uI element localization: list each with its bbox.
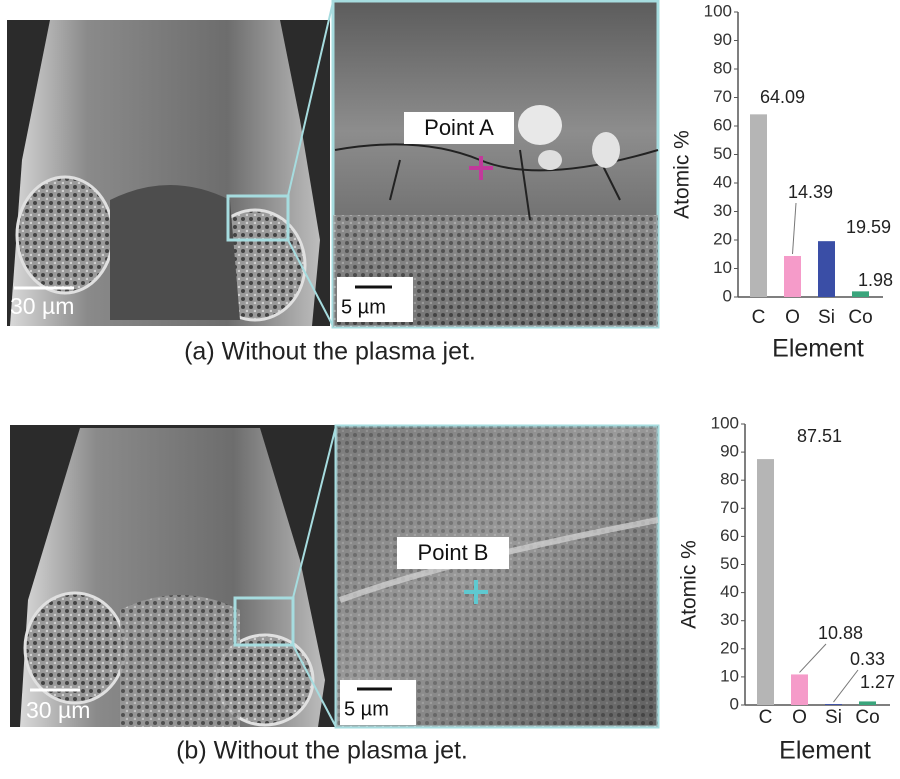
y-tick-label: 10 xyxy=(713,258,732,277)
value-label: 64.09 xyxy=(760,87,805,107)
y-tick-label: 30 xyxy=(713,201,732,220)
y-tick-label: 50 xyxy=(713,144,732,163)
y-tick-label: 70 xyxy=(720,498,739,517)
y-tick-label: 40 xyxy=(713,172,732,191)
bar xyxy=(852,291,869,297)
caption: (b) Without the plasma jet. xyxy=(176,737,468,765)
y-tick-label: 20 xyxy=(713,229,732,248)
value-label: 1.27 xyxy=(860,672,895,692)
y-tick-label: 60 xyxy=(720,526,739,545)
x-tick-label: C xyxy=(759,707,773,728)
scale-label: 5 µm xyxy=(344,698,389,720)
sem-zoom-b: Point B 5 µm xyxy=(334,424,660,729)
x-tick-label: O xyxy=(785,307,800,328)
bar xyxy=(818,241,835,297)
y-tick-label: 60 xyxy=(713,115,732,134)
y-tick-label: 100 xyxy=(704,1,732,20)
y-axis-title: Atomic % xyxy=(678,540,701,629)
x-tick-label: Si xyxy=(825,707,842,728)
bar xyxy=(791,674,808,705)
x-tick-label: Si xyxy=(818,307,835,328)
y-axis-title: Atomic % xyxy=(671,130,694,219)
y-tick-label: 0 xyxy=(723,286,732,305)
value-label: 0.33 xyxy=(850,649,885,669)
bar xyxy=(825,704,842,705)
y-tick-label: 80 xyxy=(713,58,732,77)
value-label: 14.39 xyxy=(788,182,833,202)
bar xyxy=(750,114,767,297)
y-tick-label: 0 xyxy=(730,694,739,713)
y-tick-label: 90 xyxy=(713,30,732,49)
x-tick-label: C xyxy=(752,307,766,328)
scale-label: 30 µm xyxy=(10,293,74,319)
x-axis-title: Element xyxy=(772,335,864,363)
y-tick-label: 70 xyxy=(713,87,732,106)
value-label: 10.88 xyxy=(818,623,863,643)
y-tick-label: 100 xyxy=(711,413,739,432)
value-label: 1.98 xyxy=(858,270,893,290)
leader-line xyxy=(792,202,797,255)
y-tick-label: 10 xyxy=(720,666,739,685)
x-tick-label: Co xyxy=(848,307,872,328)
point-label: Point A xyxy=(424,115,494,140)
bar xyxy=(784,255,801,297)
value-label: 19.59 xyxy=(846,217,891,237)
sem-overview-a: 30 µm xyxy=(7,1,334,327)
x-tick-label: Co xyxy=(855,707,879,728)
caption: (a) Without the plasma jet. xyxy=(184,338,476,366)
y-tick-label: 90 xyxy=(720,442,739,461)
sem-overview-b: 30 µm xyxy=(10,425,337,728)
y-tick-label: 30 xyxy=(720,610,739,629)
leader-line xyxy=(799,643,827,673)
y-tick-label: 80 xyxy=(720,470,739,489)
y-tick-label: 50 xyxy=(720,554,739,573)
leader-line xyxy=(833,669,859,703)
x-axis-title: Element xyxy=(779,737,871,765)
y-tick-label: 20 xyxy=(720,638,739,657)
point-label: Point B xyxy=(418,540,489,565)
x-tick-label: O xyxy=(792,707,807,728)
bar xyxy=(859,701,876,705)
scale-label: 5 µm xyxy=(341,296,386,318)
y-tick-label: 40 xyxy=(720,582,739,601)
bar xyxy=(757,459,774,705)
scale-label: 30 µm xyxy=(26,697,90,723)
value-label: 87.51 xyxy=(797,426,842,446)
sem-zoom-a: Point A 5 µm xyxy=(331,0,660,329)
charts: 0102030405060708090100C64.09O14.39Si19.5… xyxy=(671,1,896,764)
